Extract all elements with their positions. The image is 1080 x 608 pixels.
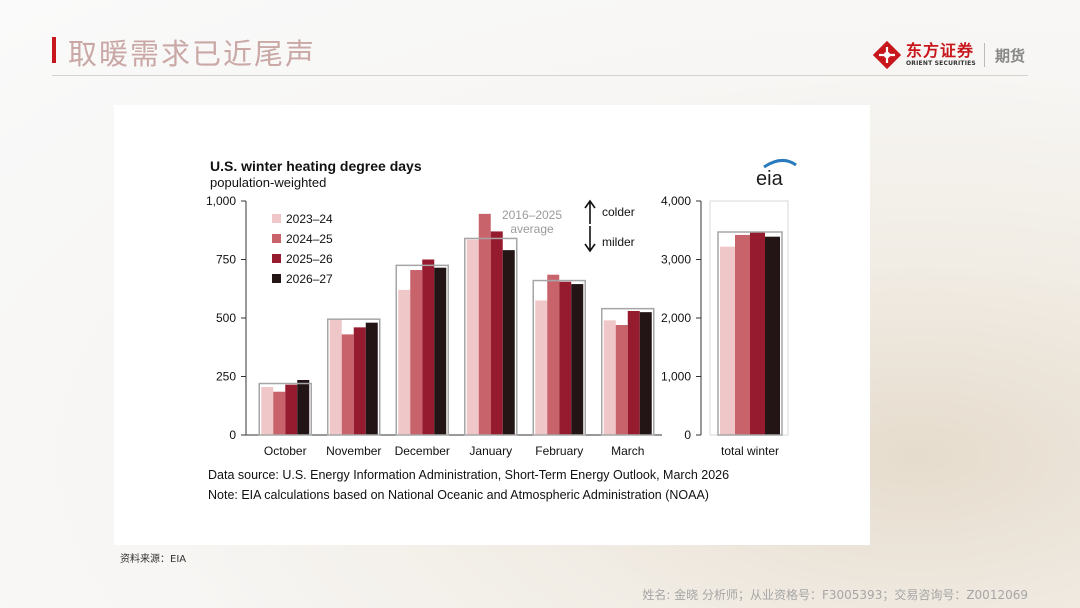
data-source-line: Data source: U.S. Energy Information Adm… (208, 468, 729, 482)
legend-label: 2025–26 (286, 252, 333, 266)
brand-header: 东方证券 ORIENT SECURITIES 期货 (872, 40, 1025, 70)
left-tick-label: 1,000 (206, 194, 236, 208)
bar-2026–27-February (571, 284, 584, 435)
average-label-line2: average (510, 222, 554, 236)
bar-total-2026–27 (765, 236, 780, 435)
brand-suffix: 期货 (994, 46, 1025, 65)
left-tick-label: 0 (229, 428, 236, 442)
colder-milder-annotation: colder milder (584, 199, 635, 253)
eia-logo-swoosh-icon (763, 159, 797, 169)
bar-2024–25-October (273, 391, 286, 435)
right-tick-label: 2,000 (661, 311, 691, 325)
bar-total-2025–26 (750, 232, 765, 435)
legend-label: 2024–25 (286, 232, 333, 246)
average-annotation: 2016–2025 average (502, 208, 562, 236)
bar-2025–26-January (490, 231, 503, 435)
bar-2023–24-October (261, 387, 274, 435)
legend-label: 2023–24 (286, 212, 333, 226)
average-outline-total-winter (717, 231, 783, 436)
bar-2023–24-February (535, 300, 548, 435)
bar-2025–26-March (627, 310, 640, 435)
title-accent-bar (52, 37, 56, 63)
slide-title: 取暖需求已近尾声 (68, 37, 317, 71)
right-tick-label: 3,000 (661, 253, 691, 267)
left-tick-label: 750 (216, 253, 236, 267)
category-label: February (535, 444, 583, 458)
bar-2026–27-December (434, 267, 447, 435)
bar-2024–25-February (547, 274, 560, 435)
bar-2025–26-October (285, 384, 298, 435)
brand-name: 东方证券 (906, 41, 975, 60)
heating-degree-days-chart: U.S. winter heating degree days populati… (206, 158, 797, 502)
bar-2026–27-October (297, 380, 310, 435)
legend-swatch-2026–27 (272, 274, 281, 283)
average-outline-January (464, 237, 518, 436)
analyst-footer: 姓名: 金晓 分析师；从业资格号：F3005393；交易咨询号：Z0012069 (642, 588, 1028, 602)
legend-swatch-2024–25 (272, 234, 281, 243)
bar-2025–26-November (353, 327, 366, 435)
average-label-line1: 2016–2025 (502, 208, 562, 222)
orient-securities-logo-icon (872, 40, 902, 70)
right-y-axis: 0 1,000 2,000 3,000 4,000 (661, 194, 702, 442)
category-label: total winter (721, 444, 779, 458)
brand-separator (983, 43, 985, 67)
legend-swatch-2025–26 (272, 254, 281, 263)
legend-swatch-2023–24 (272, 214, 281, 223)
bar-2025–26-December (422, 259, 435, 435)
left-tick-label: 500 (216, 311, 236, 325)
bar-2024–25-January (478, 213, 491, 435)
note-line: Note: EIA calculations based on National… (208, 488, 709, 502)
chart-panel: U.S. winter heating degree days populati… (114, 105, 870, 545)
source-note: 资料来源：EIA (120, 554, 187, 565)
brand-name-en: ORIENT SECURITIES (906, 60, 976, 67)
average-outline-December (395, 264, 449, 436)
category-label: November (326, 444, 381, 458)
right-tick-label: 0 (684, 428, 691, 442)
chart-subtitle: population-weighted (210, 175, 326, 190)
milder-label: milder (602, 235, 635, 249)
average-outline-October (258, 382, 312, 436)
bar-2024–25-November (341, 334, 354, 435)
colder-label: colder (602, 205, 635, 219)
total-winter-bars: total winter (709, 200, 789, 458)
bar-2026–27-January (502, 250, 515, 435)
average-outline-November (327, 318, 381, 436)
bar-total-2023–24 (720, 246, 735, 435)
bar-2026–27-March (639, 312, 652, 435)
bar-2025–26-February (559, 281, 572, 435)
average-outline-March (601, 307, 655, 436)
right-tick-label: 1,000 (661, 370, 691, 384)
bar-2023–24-November (329, 319, 342, 435)
category-label: October (264, 444, 307, 458)
average-outline-February (532, 279, 586, 436)
monthly-bars: October November December January February Ma… (246, 213, 662, 458)
colder-arrow-icon (584, 199, 596, 224)
left-tick-label: 250 (216, 370, 236, 384)
legend-label: 2026–27 (286, 272, 333, 286)
category-label: January (469, 444, 512, 458)
bar-2024–25-December (410, 270, 423, 435)
bar-total-2024–25 (735, 234, 750, 435)
bar-2026–27-November (365, 322, 378, 435)
chart-title: U.S. winter heating degree days (210, 158, 422, 174)
eia-logo-text: eia (756, 168, 784, 190)
right-tick-label: 4,000 (661, 194, 691, 208)
category-label: March (611, 444, 644, 458)
milder-arrow-icon (584, 226, 596, 253)
header-divider (52, 75, 1028, 76)
bar-2024–25-March (615, 325, 628, 435)
bar-2023–24-December (398, 289, 411, 435)
bar-2023–24-March (603, 320, 616, 435)
left-y-axis: 0 250 500 750 1,000 (206, 194, 247, 442)
category-label: December (395, 444, 450, 458)
bar-2023–24-January (466, 239, 479, 435)
chart-legend: 2023–24 2024–25 2025–26 2026–27 (272, 212, 333, 286)
eia-logo: eia (756, 159, 797, 190)
